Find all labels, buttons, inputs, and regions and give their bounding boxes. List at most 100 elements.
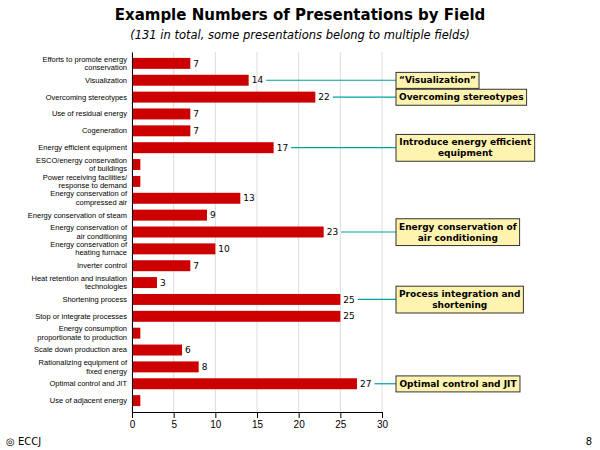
annotation: Energy conservation ofair conditioning [396,219,520,246]
annotation-box [396,219,520,246]
plot: 051015202530Efforts to promote energycon… [28,52,389,430]
bar [132,159,140,170]
data-label: 27 [360,379,371,389]
data-label: 7 [193,126,199,136]
tick-mark [174,412,175,418]
tick: 25 [335,412,347,430]
tick-label-line: Scale down production area [34,345,128,354]
bar [132,75,249,86]
data-label: 22 [318,92,329,102]
tick: 15 [252,412,264,430]
tick: Visualization [85,76,127,85]
tick-label: Energy consumptionproportionate to produ… [37,324,127,341]
tick-label: Inverter control [77,261,127,270]
data-label: 9 [210,210,216,220]
tick-label: Optimal control and JIT [49,379,127,388]
annotation-text-line: Introduce energy efficient [399,137,532,147]
tick: Shortening process [62,295,127,304]
annotation-connector [291,147,396,148]
tick-label: Overcoming stereotypes [46,93,128,102]
bar [132,227,324,238]
x-axis: 051015202530 [130,412,389,430]
annotation-connector [266,80,396,81]
tick-mark [215,412,216,418]
tick-mark [132,412,133,418]
tick-label-line: technologies [85,282,127,291]
tick-label: Energy conservation ofair conditioning [50,223,128,240]
tick-label-line: Stop or integrate processes [35,312,127,321]
annotation-connector [374,383,396,384]
tick-label-line: Optimal control and JIT [49,379,127,388]
tick-mark [340,412,341,418]
tick-label: ESCO/energy conservationof buildings [36,156,127,173]
annotation-text-line: Process integration and [399,289,520,299]
annotation-text-line: equipment [438,148,493,158]
tick: Cogeneration [82,126,127,135]
tick-label: Use of adjacent energy [50,396,127,405]
data-label: 14 [252,75,264,85]
tick: Energy conservation of steam [28,211,127,220]
tick-label: 10 [210,419,222,430]
bar [132,92,315,103]
bar [132,142,274,153]
page-number: 8 [586,436,592,447]
bars [132,58,357,406]
tick: Optimal control and JIT [49,379,127,388]
tick: Use of residual energy [52,109,127,118]
footnote: ◎ ECCJ [6,436,41,447]
tick: Power receiving facilities/response to d… [43,173,128,190]
tick-label-line: Shortening process [62,295,127,304]
grid-line [132,52,133,412]
tick: 10 [210,412,222,430]
annotation-text-line: “Visualization” [399,75,476,85]
data-label: 23 [327,227,338,237]
annotation-text: Optimal control and JIT [399,379,517,389]
tick-label: Heat retention and insulationtechnologie… [32,274,128,291]
tick: Efforts to promote energyconservation [43,55,128,72]
tick-label: Energy conservation ofcompressed air [50,189,128,206]
bar [132,395,140,406]
bar [132,108,190,119]
tick-label: 20 [294,419,306,430]
tick: Energy efficient equipment [38,143,128,152]
annotation-box [396,286,523,313]
tick-label: Scale down production area [34,345,128,354]
data-label: 8 [202,362,208,372]
tick: Scale down production area [34,345,128,354]
bar [132,294,340,305]
tick: Stop or integrate processes [35,312,127,321]
chart: Example Numbers of Presentations by Fiel… [0,0,600,450]
annotation: Introduce energy efficientequipment [396,134,535,161]
data-label: 25 [343,295,354,305]
bar [132,58,190,69]
tick-label-line: proportionate to production [37,333,127,342]
tick-label-line: Energy conservation of steam [28,211,127,220]
bar [132,311,340,322]
tick-label: Energy conservation of steam [28,211,127,220]
tick-label: 0 [130,419,136,430]
grid-line [340,52,341,412]
tick: Use of adjacent energy [50,396,127,405]
annotation-connector [341,231,396,232]
tick: Rationalizing equipment offixed energy [39,358,128,375]
tick-label-line: compressed air [76,198,128,207]
annotation-text: Process integration andshortening [399,289,520,310]
tick-label: Efforts to promote energyconservation [43,55,128,72]
annotation-text: Overcoming stereotypes [399,92,524,102]
annotation-box [396,72,479,88]
annotation-text-line: Overcoming stereotypes [399,92,524,102]
annotation-text: Energy conservation ofair conditioning [399,222,517,243]
y-axis: Efforts to promote energyconservation Vis… [28,53,133,413]
annotation-text: “Visualization” [399,75,476,85]
bar [132,277,157,288]
tick-label: Use of residual energy [52,109,127,118]
tick-label: 25 [335,419,347,430]
data-label: 7 [193,109,199,119]
tick-label-line: Overcoming stereotypes [46,93,128,102]
subtitle: (131 in total, some presentations belong… [130,28,470,42]
bar [132,193,240,204]
annotation-text-line: air conditioning [418,233,498,243]
annotation-text-line: Optimal control and JIT [399,379,517,389]
annotation: “Visualization” [396,72,479,88]
tick-mark [257,412,258,418]
